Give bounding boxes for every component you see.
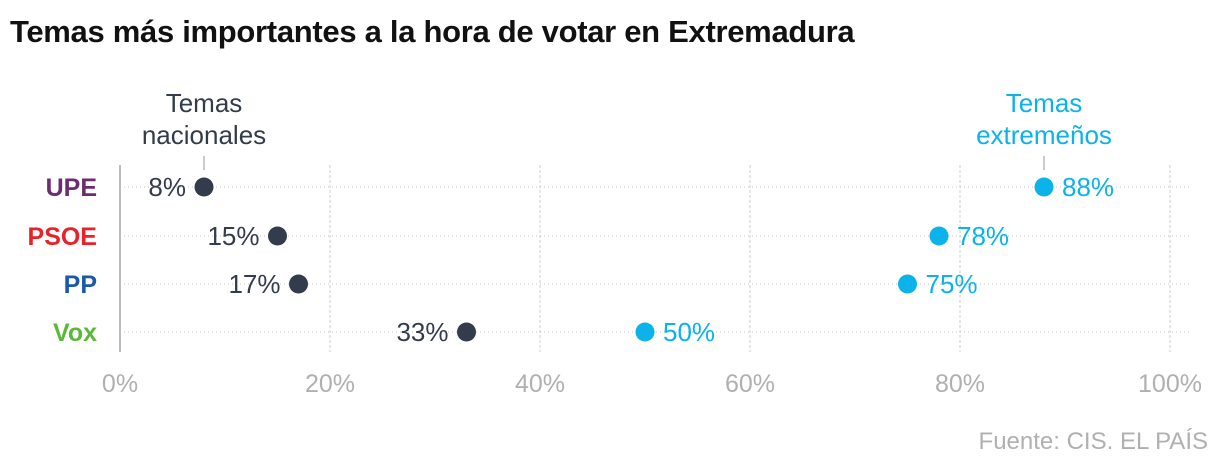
chart-title: Temas más importantes a la hora de votar… [10, 14, 855, 49]
data-label: 15% [207, 221, 259, 251]
category-label-upe: UPE [46, 174, 97, 202]
series-label-nacionales: Temas [166, 88, 243, 118]
x-tick-label: 40% [515, 370, 565, 398]
source-note: Fuente: CIS. EL PAÍS [978, 428, 1208, 455]
series-label-nacionales: nacionales [142, 120, 266, 150]
data-label: 50% [663, 317, 715, 347]
category-label-psoe: PSOE [28, 223, 97, 251]
data-label: 78% [957, 221, 1009, 251]
series-label-extremenos: extremeños [976, 120, 1112, 150]
x-tick-label: 0% [102, 370, 138, 398]
x-tick-label: 20% [305, 370, 355, 398]
category-label-vox: Vox [53, 319, 97, 347]
data-point [268, 226, 287, 246]
series-label-extremenos: Temas [1006, 88, 1083, 118]
data-label: 33% [396, 317, 448, 347]
data-point [635, 322, 655, 342]
data-label: 17% [228, 269, 280, 299]
x-tick-label: 80% [935, 370, 985, 398]
data-label: 75% [926, 269, 978, 299]
data-point [289, 274, 308, 294]
data-point [194, 177, 214, 197]
data-point [457, 322, 476, 342]
x-tick-label: 60% [725, 370, 775, 398]
data-label: 8% [148, 172, 186, 202]
data-point [1034, 177, 1054, 197]
data-label: 88% [1062, 172, 1114, 202]
data-point [898, 274, 917, 294]
x-tick-label: 100% [1138, 370, 1202, 398]
data-point [929, 226, 949, 246]
category-label-pp: PP [64, 271, 97, 299]
